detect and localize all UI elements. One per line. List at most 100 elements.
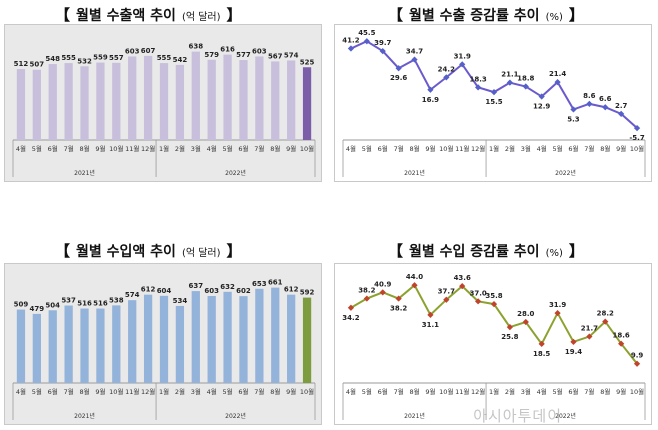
data-label: 19.4 bbox=[565, 348, 582, 356]
data-label: 45.5 bbox=[358, 29, 375, 37]
x-tick-label: 11월 bbox=[125, 387, 139, 396]
bar-value-label: 661 bbox=[268, 279, 283, 287]
bar-value-label: 574 bbox=[125, 291, 140, 299]
bar bbox=[271, 61, 280, 140]
data-label: 43.6 bbox=[454, 274, 471, 282]
bar-value-label: 537 bbox=[61, 297, 76, 305]
export-growth-chart: 4월 5월 6월 7월 8월 9월 10월 11월 12월 1월 2월 3월 4월 5월 6월 7월 8월 9월 1… bbox=[334, 24, 652, 182]
x-tick-label: 10월 bbox=[630, 144, 644, 153]
data-label: 15.5 bbox=[485, 98, 502, 106]
x-tick-label: 12월 bbox=[471, 144, 485, 153]
x-tick-label: 11월 bbox=[125, 144, 139, 153]
x-tick-label: 7월 bbox=[584, 387, 594, 396]
data-label: 37.0 bbox=[469, 289, 486, 297]
x-tick-label: 5월 bbox=[223, 144, 233, 153]
bar-value-label: 479 bbox=[30, 305, 45, 313]
bar-value-label: 512 bbox=[14, 60, 29, 68]
bar-value-label: 557 bbox=[109, 54, 124, 62]
x-tick-label: 5월 bbox=[223, 387, 233, 396]
bar bbox=[80, 66, 89, 140]
data-label: 41.2 bbox=[342, 37, 359, 45]
bar bbox=[175, 305, 185, 383]
x-tick-label: 3월 bbox=[521, 144, 531, 153]
bar bbox=[32, 313, 41, 383]
data-point bbox=[586, 100, 593, 107]
data-label: 21.7 bbox=[581, 325, 598, 333]
import-amount-svg: 4월 5월 6월 7월 8월 9월 10월 11월 12월 1월 2월 3월 4월 5월 6월 7월 8월 9월 1… bbox=[12, 279, 316, 420]
panel-title-text: 월별 수입액 추이 bbox=[76, 244, 176, 260]
x-tick-label: 8월 bbox=[79, 387, 89, 396]
bar-value-label: 504 bbox=[45, 301, 60, 309]
x-tick-label: 6월 bbox=[48, 144, 58, 153]
x-tick-label: 6월 bbox=[238, 144, 248, 153]
data-point bbox=[554, 79, 561, 86]
data-label: 25.8 bbox=[501, 333, 518, 341]
data-label: 39.7 bbox=[374, 39, 391, 47]
x-tick-label: 11월 bbox=[455, 144, 469, 153]
bar-value-label: 579 bbox=[204, 51, 219, 59]
x-tick-label: 9월 bbox=[286, 387, 296, 396]
bar bbox=[287, 294, 296, 383]
bar-value-label: 542 bbox=[173, 56, 188, 64]
year-label: 2021년 bbox=[74, 412, 95, 420]
import-growth-title: 【 월별 수입 증감률 추이 (%) 】 bbox=[388, 242, 584, 260]
panel-title-unit: (%) bbox=[545, 248, 563, 259]
data-point bbox=[474, 84, 482, 91]
bar bbox=[128, 300, 137, 383]
x-tick-label: 11월 bbox=[455, 387, 469, 396]
x-tick-label: 10월 bbox=[439, 387, 453, 396]
x-tick-label: 9월 bbox=[286, 144, 296, 153]
x-tick-label: 7월 bbox=[254, 387, 264, 396]
bar bbox=[143, 294, 153, 383]
bar bbox=[128, 56, 137, 140]
data-label: 21.1 bbox=[501, 71, 518, 79]
bar bbox=[191, 51, 200, 140]
bar-value-label: 616 bbox=[220, 46, 235, 54]
x-tick-label: 8월 bbox=[79, 144, 89, 153]
data-label: 31.9 bbox=[549, 301, 566, 309]
data-point bbox=[490, 89, 498, 96]
x-tick-label: 2월 bbox=[505, 387, 515, 396]
x-tick-label: 4월 bbox=[346, 387, 356, 396]
x-tick-label: 2월 bbox=[175, 387, 185, 396]
import-amount-chart: 4월 5월 6월 7월 8월 9월 10월 11월 12월 1월 2월 3월 4월 5월 6월 7월 8월 9월 1… bbox=[4, 263, 322, 425]
import-growth-chart: 4월 5월 6월 7월 8월 9월 10월 11월 12월 1월 2월 3월 4월 5월 6월 7월 8월 9월 1… bbox=[334, 263, 652, 425]
data-label: 44.0 bbox=[406, 273, 423, 281]
x-tick-label: 5월 bbox=[32, 144, 42, 153]
bar-value-label: 509 bbox=[14, 301, 29, 309]
bar bbox=[287, 60, 296, 140]
x-tick-label: 6월 bbox=[48, 387, 58, 396]
data-label: 6.6 bbox=[599, 95, 612, 103]
data-label: 24.2 bbox=[438, 65, 455, 73]
bar bbox=[255, 288, 264, 383]
bar-value-label: 525 bbox=[300, 58, 315, 66]
bar bbox=[191, 291, 200, 383]
data-label: -5.7 bbox=[629, 134, 644, 142]
data-point bbox=[427, 86, 434, 93]
x-tick-label: 9월 bbox=[425, 387, 435, 396]
bar bbox=[175, 64, 185, 140]
panel-title-unit: (억 달러) bbox=[181, 12, 221, 23]
x-tick-label: 1월 bbox=[159, 387, 169, 396]
data-label: 18.6 bbox=[613, 332, 630, 340]
bar bbox=[207, 59, 216, 140]
data-label: 18.8 bbox=[517, 75, 534, 83]
data-label: 21.4 bbox=[549, 70, 566, 78]
x-tick-label: 12월 bbox=[141, 387, 155, 396]
bar bbox=[159, 63, 169, 140]
x-tick-label: 5월 bbox=[362, 144, 372, 153]
x-tick-label: 7월 bbox=[394, 387, 404, 396]
x-tick-label: 4월 bbox=[346, 144, 356, 153]
x-tick-label: 8월 bbox=[600, 387, 610, 396]
x-tick-label: 10월 bbox=[109, 144, 123, 153]
bar-value-label: 532 bbox=[77, 57, 92, 65]
bar bbox=[271, 287, 280, 383]
data-point bbox=[602, 104, 609, 111]
data-point bbox=[443, 296, 450, 303]
data-label: 18.3 bbox=[469, 75, 486, 83]
year-label: 2022년 bbox=[225, 169, 246, 177]
export-growth-title: 【 월별 수출 증감률 추이 (%) 】 bbox=[388, 6, 584, 24]
bar-value-label: 574 bbox=[284, 51, 299, 59]
year-label: 2021년 bbox=[74, 169, 95, 177]
x-tick-label: 3월 bbox=[191, 387, 201, 396]
